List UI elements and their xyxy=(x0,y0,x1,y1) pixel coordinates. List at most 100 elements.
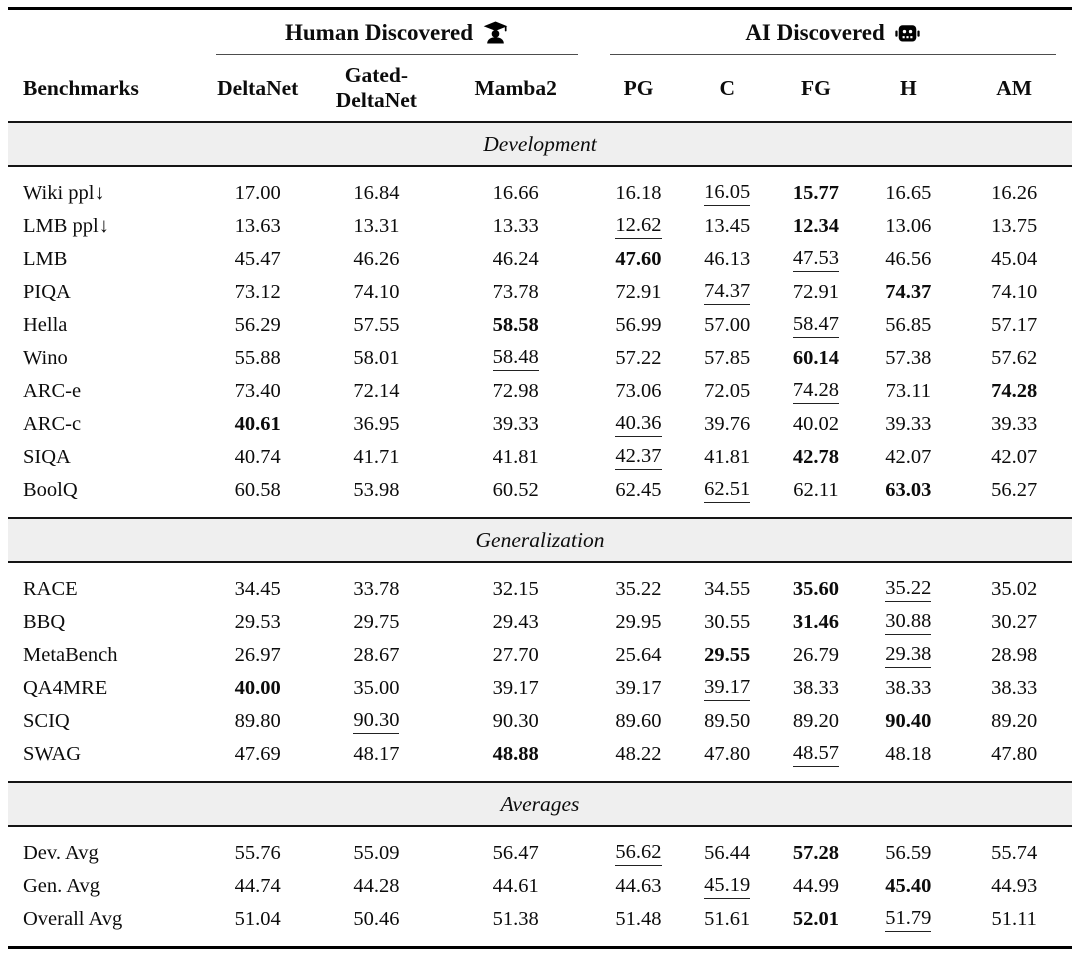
value-cell: 90.30 xyxy=(437,705,594,738)
value-text: 58.47 xyxy=(792,313,840,338)
value-cell: 57.17 xyxy=(956,309,1072,342)
value-text: 34.45 xyxy=(234,578,281,600)
value-cell: 26.97 xyxy=(200,639,316,672)
benchmark-results-table: Human Discovered AI Disc xyxy=(8,7,1072,949)
value-text: 41.81 xyxy=(492,446,539,468)
value-cell: 51.38 xyxy=(437,903,594,948)
value-cell: 60.52 xyxy=(437,474,594,518)
benchmark-name: Dev. Avg xyxy=(23,842,99,864)
value-cell: 40.61 xyxy=(200,408,316,441)
value-text: 57.00 xyxy=(704,314,751,336)
value-cell: 39.76 xyxy=(683,408,772,441)
value-cell: 45.40 xyxy=(860,870,956,903)
value-text: 89.20 xyxy=(792,710,840,732)
results-table: Human Discovered AI Disc xyxy=(8,7,1072,949)
value-cell: 58.47 xyxy=(772,309,861,342)
value-text: 55.74 xyxy=(991,842,1038,864)
table-row: Wino 55.88 58.01 58.48 57.22 57.85 60.14 57.38 5… xyxy=(8,342,1072,375)
value-cell: 73.06 xyxy=(594,375,683,408)
column-header-pg: PG xyxy=(623,75,654,100)
value-text: 51.79 xyxy=(885,907,932,932)
value-text: 46.24 xyxy=(492,248,539,270)
value-cell: 63.03 xyxy=(860,474,956,518)
value-text: 12.34 xyxy=(792,215,840,237)
value-cell: 29.75 xyxy=(316,606,438,639)
value-text: 72.05 xyxy=(704,380,751,402)
section-band-row: Generalization xyxy=(8,517,1072,563)
value-cell: 39.33 xyxy=(437,408,594,441)
person-graduate-icon xyxy=(482,19,509,46)
value-text: 57.28 xyxy=(792,842,840,864)
value-text: 30.27 xyxy=(991,611,1038,633)
value-text: 13.33 xyxy=(492,215,539,237)
value-cell: 42.78 xyxy=(772,441,861,474)
value-text: 55.88 xyxy=(234,347,281,369)
value-text: 28.67 xyxy=(353,644,400,666)
value-text: 42.78 xyxy=(792,446,840,468)
value-cell: 90.30 xyxy=(316,705,438,738)
value-cell: 72.98 xyxy=(437,375,594,408)
column-header-mamba2: Mamba2 xyxy=(474,75,557,100)
value-text: 35.22 xyxy=(615,578,662,600)
value-text: 38.33 xyxy=(885,677,932,699)
table-row: Hella 56.29 57.55 58.58 56.99 57.00 58.47 56.85… xyxy=(8,309,1072,342)
value-text: 13.31 xyxy=(353,215,400,237)
value-text: 56.85 xyxy=(885,314,932,336)
value-text: 45.47 xyxy=(234,248,281,270)
value-text: 74.10 xyxy=(353,281,400,303)
value-cell: 16.05 xyxy=(683,166,772,210)
value-cell: 51.11 xyxy=(956,903,1072,948)
value-cell: 56.85 xyxy=(860,309,956,342)
benchmark-name: BBQ xyxy=(23,611,66,633)
value-cell: 74.10 xyxy=(316,276,438,309)
value-cell: 89.20 xyxy=(956,705,1072,738)
value-cell: 16.18 xyxy=(594,166,683,210)
table-row: Overall Avg 51.04 50.46 51.38 51.48 51.61 52.0… xyxy=(8,903,1072,948)
value-cell: 13.31 xyxy=(316,210,438,243)
value-cell: 35.22 xyxy=(860,562,956,606)
value-cell: 73.78 xyxy=(437,276,594,309)
value-cell: 29.38 xyxy=(860,639,956,672)
benchmark-name: QA4MRE xyxy=(23,677,108,699)
benchmark-name: MetaBench xyxy=(23,644,118,666)
value-text: 74.37 xyxy=(885,281,932,303)
table-row: SWAG 47.69 48.17 48.88 48.22 47.80 48.57 48.18 4… xyxy=(8,738,1072,782)
value-cell: 48.17 xyxy=(316,738,438,782)
value-text: 48.17 xyxy=(353,743,400,765)
value-text: 47.69 xyxy=(234,743,281,765)
value-cell: 13.63 xyxy=(200,210,316,243)
value-cell: 34.45 xyxy=(200,562,316,606)
value-cell: 27.70 xyxy=(437,639,594,672)
value-text: 47.60 xyxy=(615,248,662,270)
value-cell: 45.19 xyxy=(683,870,772,903)
value-text: 89.20 xyxy=(991,710,1038,732)
value-cell: 51.61 xyxy=(683,903,772,948)
value-cell: 46.56 xyxy=(860,243,956,276)
value-text: 56.62 xyxy=(615,841,662,866)
value-text: 57.85 xyxy=(704,347,751,369)
value-cell: 44.63 xyxy=(594,870,683,903)
benchmark-name: Gen. Avg xyxy=(23,875,101,897)
value-cell: 28.98 xyxy=(956,639,1072,672)
value-text: 41.81 xyxy=(704,446,751,468)
value-cell: 41.81 xyxy=(437,441,594,474)
value-text: 13.06 xyxy=(885,215,932,237)
value-text: 13.45 xyxy=(704,215,751,237)
value-cell: 51.79 xyxy=(860,903,956,948)
value-text: 44.61 xyxy=(492,875,539,897)
value-text: 56.44 xyxy=(704,842,751,864)
value-cell: 29.55 xyxy=(683,639,772,672)
value-text: 25.64 xyxy=(615,644,662,666)
value-cell: 53.98 xyxy=(316,474,438,518)
value-cell: 60.14 xyxy=(772,342,861,375)
value-text: 58.01 xyxy=(353,347,400,369)
value-cell: 17.00 xyxy=(200,166,316,210)
benchmarks-column-header: Benchmarks xyxy=(23,75,139,100)
value-text: 52.01 xyxy=(792,908,840,930)
value-cell: 25.64 xyxy=(594,639,683,672)
value-cell: 40.00 xyxy=(200,672,316,705)
value-cell: 40.36 xyxy=(594,408,683,441)
section-title: Averages xyxy=(8,781,1072,827)
value-cell: 58.48 xyxy=(437,342,594,375)
value-text: 28.98 xyxy=(991,644,1038,666)
